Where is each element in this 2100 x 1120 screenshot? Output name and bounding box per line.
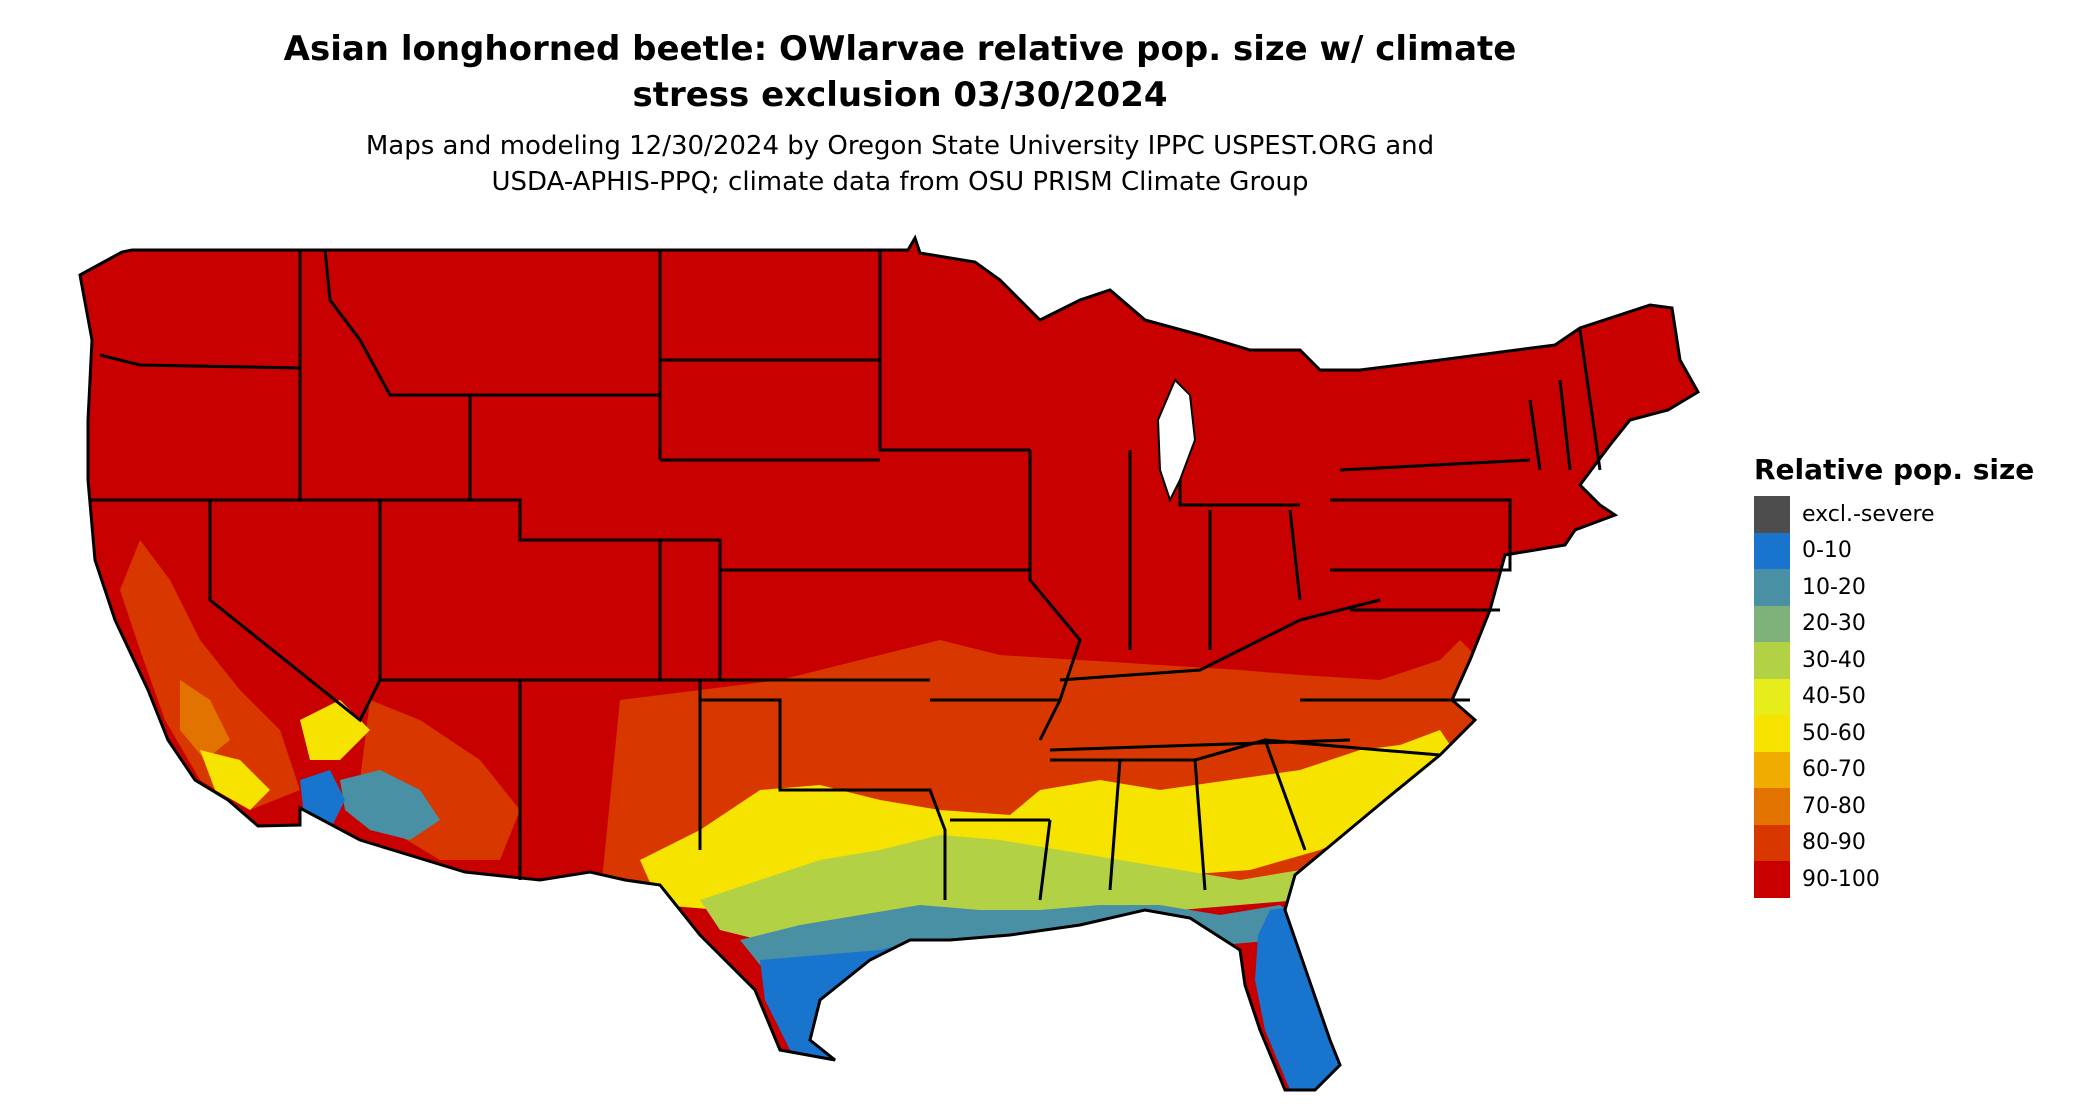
band-80-90-california bbox=[120, 540, 300, 810]
legend-item: 60-70 bbox=[1754, 751, 2074, 788]
legend-swatch bbox=[1754, 861, 1790, 898]
legend-label: 60-70 bbox=[1802, 757, 1866, 783]
legend-swatch bbox=[1754, 751, 1790, 788]
legend-item: 90-100 bbox=[1754, 861, 2074, 898]
legend-swatch bbox=[1754, 532, 1790, 569]
legend-item: 40-50 bbox=[1754, 678, 2074, 715]
legend-item: 0-10 bbox=[1754, 532, 2074, 569]
legend-label: 10-20 bbox=[1802, 574, 1866, 600]
title-line-1: Asian longhorned beetle: OWlarvae relati… bbox=[283, 29, 1517, 69]
legend-label: 50-60 bbox=[1802, 720, 1866, 746]
subtitle-line-1: Maps and modeling 12/30/2024 by Oregon S… bbox=[365, 131, 1435, 161]
legend-item: 80-90 bbox=[1754, 824, 2074, 861]
legend-swatch bbox=[1754, 605, 1790, 642]
legend-label: excl.-severe bbox=[1802, 501, 1935, 527]
band-10-20-arizona bbox=[340, 770, 440, 840]
band-70-80 bbox=[180, 680, 230, 760]
legend-swatch bbox=[1754, 569, 1790, 606]
legend: Relative pop. size excl.-severe 0-10 10-20… bbox=[1754, 452, 2074, 898]
legend-title: Relative pop. size bbox=[1754, 453, 2035, 486]
band-50-60-california bbox=[200, 700, 370, 810]
legend-label: 40-50 bbox=[1802, 684, 1866, 710]
legend-swatch bbox=[1754, 496, 1790, 533]
lake-michigan bbox=[1156, 378, 1197, 503]
legend-label: 70-80 bbox=[1802, 793, 1866, 819]
legend-items: excl.-severe 0-10 10-20 20-30 30-40 40-50 50-6… bbox=[1754, 496, 2074, 898]
legend-item: 70-80 bbox=[1754, 788, 2074, 825]
legend-item: 10-20 bbox=[1754, 569, 2074, 606]
legend-label: 80-90 bbox=[1802, 830, 1866, 856]
band-0-10-florida bbox=[1255, 905, 1340, 1090]
legend-label: 30-40 bbox=[1802, 647, 1866, 673]
legend-item: 30-40 bbox=[1754, 642, 2074, 679]
title-line-2: stress exclusion 03/30/2024 bbox=[632, 75, 1168, 115]
legend-swatch bbox=[1754, 788, 1790, 825]
legend-item: 20-30 bbox=[1754, 605, 2074, 642]
legend-swatch bbox=[1754, 715, 1790, 752]
subtitle-line-2: USDA-APHIS-PPQ; climate data from OSU PR… bbox=[491, 167, 1309, 197]
legend-item: 50-60 bbox=[1754, 715, 2074, 752]
legend-swatch bbox=[1754, 824, 1790, 861]
legend-swatch bbox=[1754, 678, 1790, 715]
legend-label: 90-100 bbox=[1802, 866, 1880, 892]
legend-item: excl.-severe bbox=[1754, 496, 2074, 533]
legend-label: 20-30 bbox=[1802, 611, 1866, 637]
page-title: Asian longhorned beetle: OWlarvae relati… bbox=[0, 26, 1800, 118]
band-30-40 bbox=[700, 835, 1320, 940]
page-subtitle: Maps and modeling 12/30/2024 by Oregon S… bbox=[0, 128, 1800, 200]
legend-label: 0-10 bbox=[1802, 538, 1852, 564]
state-boundaries bbox=[78, 234, 1701, 1092]
legend-swatch bbox=[1754, 642, 1790, 679]
